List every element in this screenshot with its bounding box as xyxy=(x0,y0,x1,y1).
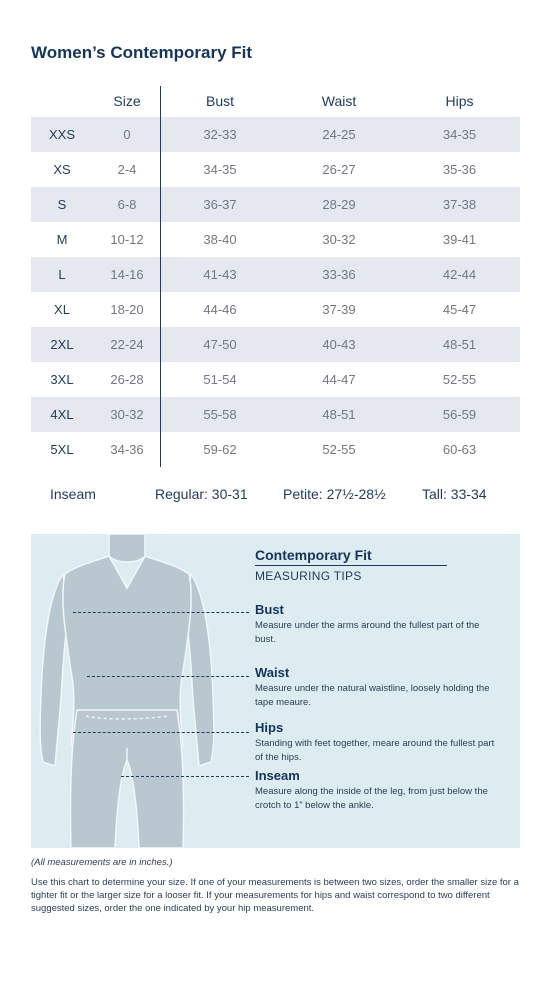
bust-value: 51-54 xyxy=(203,372,237,387)
bust-value: 34-35 xyxy=(203,162,237,177)
size-label: XS xyxy=(53,162,71,177)
header-hips: Hips xyxy=(445,93,474,109)
size-table: Size Bust Waist Hips XXS 0 32-33 24-25 34-35… xyxy=(31,85,520,467)
table-header: Size Bust Waist Hips xyxy=(31,85,520,117)
bust-value: 59-62 xyxy=(203,442,237,457)
table-row: L 14-16 41-43 33-36 42-44 xyxy=(31,257,520,292)
waist-value: 48-51 xyxy=(322,407,356,422)
hips-value: 52-55 xyxy=(442,372,477,387)
tip-inseam-name: Inseam xyxy=(255,768,300,783)
waist-value: 37-39 xyxy=(322,302,356,317)
page-title: Women’s Contemporary Fit xyxy=(31,43,253,62)
title-rule xyxy=(255,565,447,566)
bust-value: 38-40 xyxy=(203,232,237,247)
table-row: S 6-8 36-37 28-29 37-38 xyxy=(31,187,520,222)
hips-value: 34-35 xyxy=(442,127,477,142)
size-label: S xyxy=(57,197,67,212)
waist-value: 28-29 xyxy=(322,197,356,212)
table-row: M 10-12 38-40 30-32 39-41 xyxy=(31,222,520,257)
inseam-petite: Petite: 27½-28½ xyxy=(283,486,386,502)
table-row: 5XL 34-36 59-62 52-55 60-63 xyxy=(31,432,520,467)
size-label: M xyxy=(56,232,68,247)
inseam-tall: Tall: 33-34 xyxy=(422,486,487,502)
inseam-label: Inseam xyxy=(50,486,96,502)
size-label: XL xyxy=(54,302,70,317)
numeric-size: 26-28 xyxy=(110,372,144,387)
tip-bust-desc: Measure under the arms around the fulles… xyxy=(255,620,480,645)
tip-waist-desc: Measure under the natural waistline, loo… xyxy=(255,683,490,708)
inseam-regular: Regular: 30-31 xyxy=(155,486,248,502)
size-label: XXS xyxy=(48,127,75,142)
body-figure-illustration xyxy=(39,534,215,848)
measurement-note: (All measurements are in inches.) xyxy=(31,857,173,868)
tip-inseam-desc: Measure along the inside of the leg, fro… xyxy=(255,786,488,811)
hips-guide-line xyxy=(73,732,249,733)
hips-value: 42-44 xyxy=(442,267,477,282)
bust-value: 44-46 xyxy=(203,302,237,317)
bust-value: 47-50 xyxy=(203,337,237,352)
waist-value: 52-55 xyxy=(322,442,356,457)
hips-value: 60-63 xyxy=(442,442,477,457)
table-row: XL 18-20 44-46 37-39 45-47 xyxy=(31,292,520,327)
hips-value: 39-41 xyxy=(442,232,477,247)
bust-value: 32-33 xyxy=(203,127,237,142)
numeric-size: 18-20 xyxy=(110,302,144,317)
bust-value: 36-37 xyxy=(203,197,237,212)
hips-value: 48-51 xyxy=(442,337,477,352)
waist-guide-line xyxy=(87,676,249,677)
bust-value: 41-43 xyxy=(203,267,237,282)
hips-value: 45-47 xyxy=(442,302,477,317)
size-label: L xyxy=(58,267,66,282)
numeric-size: 22-24 xyxy=(110,337,144,352)
tip-hips-name: Hips xyxy=(255,720,284,735)
measuring-title: Contemporary Fit xyxy=(255,547,372,563)
tip-waist: Waist Measure under the natural waistlin… xyxy=(255,665,500,709)
measuring-tips-panel: Contemporary Fit MEASURING TIPS Bust Mea… xyxy=(31,534,520,848)
measuring-subtitle: MEASURING TIPS xyxy=(255,569,362,583)
size-label: 3XL xyxy=(50,372,74,387)
hips-value: 37-38 xyxy=(442,197,477,212)
numeric-size: 6-8 xyxy=(117,197,137,212)
table-row: 2XL 22-24 47-50 40-43 48-51 xyxy=(31,327,520,362)
table-row: XXS 0 32-33 24-25 34-35 xyxy=(31,117,520,152)
table-row: 3XL 26-28 51-54 44-47 52-55 xyxy=(31,362,520,397)
size-label: 5XL xyxy=(50,442,74,457)
numeric-size: 10-12 xyxy=(110,232,144,247)
tip-waist-name: Waist xyxy=(255,665,290,680)
waist-value: 24-25 xyxy=(322,127,356,142)
tip-bust: Bust Measure under the arms around the f… xyxy=(255,602,500,646)
header-waist: Waist xyxy=(321,93,357,109)
hips-value: 56-59 xyxy=(442,407,477,422)
numeric-size: 0 xyxy=(123,127,131,142)
bust-guide-line xyxy=(73,612,249,613)
numeric-size: 2-4 xyxy=(117,162,137,177)
sizing-instructions: Use this chart to determine your size. I… xyxy=(31,877,519,914)
header-bust: Bust xyxy=(205,93,234,109)
hips-value: 35-36 xyxy=(442,162,477,177)
size-label: 2XL xyxy=(50,337,74,352)
size-label: 4XL xyxy=(50,407,74,422)
waist-value: 44-47 xyxy=(322,372,356,387)
waist-value: 40-43 xyxy=(322,337,356,352)
tip-hips: Hips Standing with feet together, meare … xyxy=(255,720,500,764)
table-row: 4XL 30-32 55-58 48-51 56-59 xyxy=(31,397,520,432)
bust-value: 55-58 xyxy=(203,407,237,422)
table-row: XS 2-4 34-35 26-27 35-36 xyxy=(31,152,520,187)
inseam-guide-line xyxy=(121,776,249,777)
header-size: Size xyxy=(113,93,141,109)
tip-bust-name: Bust xyxy=(255,602,284,617)
numeric-size: 34-36 xyxy=(110,442,144,457)
waist-value: 26-27 xyxy=(322,162,356,177)
numeric-size: 30-32 xyxy=(110,407,144,422)
tip-hips-desc: Standing with feet together, meare aroun… xyxy=(255,738,495,763)
tip-inseam: Inseam Measure along the inside of the l… xyxy=(255,768,500,812)
waist-value: 33-36 xyxy=(322,267,356,282)
numeric-size: 14-16 xyxy=(110,267,144,282)
waist-value: 30-32 xyxy=(322,232,356,247)
column-divider xyxy=(160,86,161,467)
